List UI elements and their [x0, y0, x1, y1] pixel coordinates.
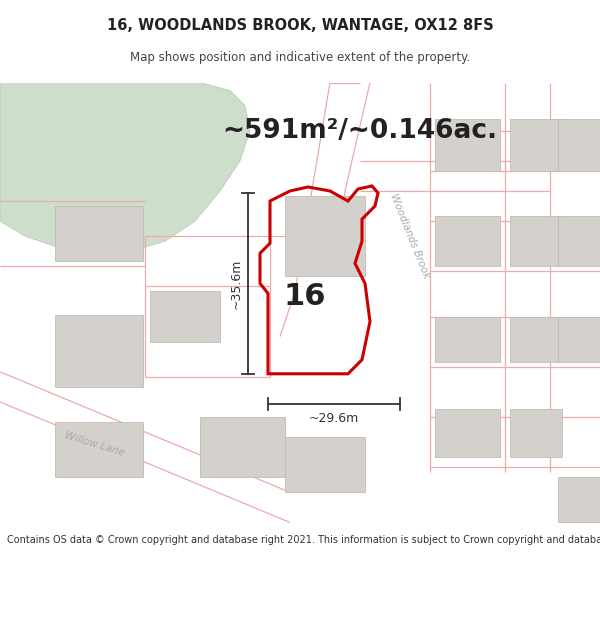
- Text: Contains OS data © Crown copyright and database right 2021. This information is : Contains OS data © Crown copyright and d…: [7, 535, 600, 545]
- Bar: [510, 119, 562, 171]
- Bar: [435, 409, 500, 457]
- Text: ~29.6m: ~29.6m: [309, 412, 359, 425]
- Bar: [285, 196, 365, 276]
- Bar: [435, 216, 500, 266]
- Bar: [285, 437, 365, 493]
- Bar: [55, 206, 143, 261]
- Polygon shape: [0, 82, 250, 251]
- Bar: [558, 216, 600, 266]
- Bar: [558, 119, 600, 171]
- Bar: [558, 316, 600, 362]
- Text: 16, WOODLANDS BROOK, WANTAGE, OX12 8FS: 16, WOODLANDS BROOK, WANTAGE, OX12 8FS: [107, 18, 493, 33]
- Bar: [510, 316, 562, 362]
- Bar: [558, 478, 600, 522]
- Text: Map shows position and indicative extent of the property.: Map shows position and indicative extent…: [130, 51, 470, 64]
- Text: Woodlands Brook: Woodlands Brook: [388, 192, 431, 280]
- Bar: [200, 417, 285, 478]
- Bar: [435, 119, 500, 171]
- Bar: [510, 409, 562, 457]
- Text: ~35.6m: ~35.6m: [230, 258, 243, 309]
- Text: Willow Lane: Willow Lane: [64, 430, 126, 458]
- Text: ~591m²/~0.146ac.: ~591m²/~0.146ac.: [223, 118, 497, 144]
- Bar: [55, 314, 143, 387]
- Bar: [435, 316, 500, 362]
- Bar: [150, 291, 220, 342]
- Text: 16: 16: [284, 282, 326, 311]
- Bar: [55, 422, 143, 478]
- Bar: [510, 216, 562, 266]
